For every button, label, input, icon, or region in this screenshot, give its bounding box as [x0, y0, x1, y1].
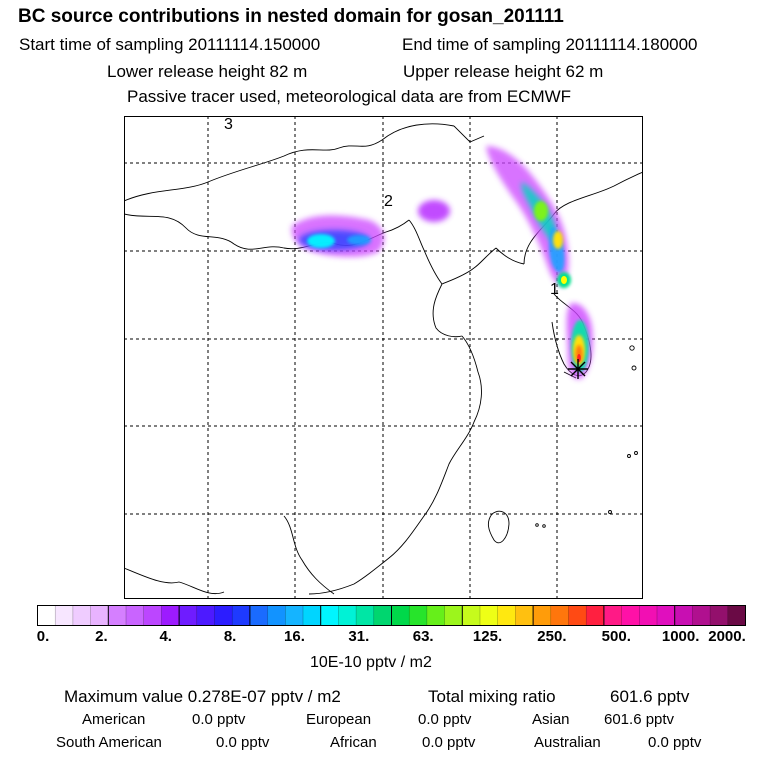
- color-scale-cell: [692, 605, 711, 626]
- color-scale-cell: [657, 605, 676, 626]
- color-scale-cell: [214, 605, 233, 626]
- islands: [487, 345, 638, 544]
- color-scale-cell: [674, 605, 693, 626]
- color-scale-cell: [161, 605, 180, 626]
- receptor-star-icon: [568, 359, 588, 379]
- color-scale-cell: [55, 605, 74, 626]
- color-scale-tick-label: 4.: [159, 628, 172, 645]
- map-panel: 3 2 1: [124, 116, 643, 599]
- color-scale-cell: [338, 605, 357, 626]
- color-scale-cell: [409, 605, 428, 626]
- color-scale-tick-label: 125.: [472, 628, 503, 645]
- color-scale-cell: [90, 605, 109, 626]
- lower-release-height: Lower release height 82 m: [107, 62, 308, 81]
- map-frame: [124, 116, 643, 599]
- color-scale-cell: [391, 605, 410, 626]
- color-scale-cell: [72, 605, 91, 626]
- source-european-name: European: [306, 711, 372, 728]
- total-mixing-ratio-value: 601.6 pptv: [610, 687, 690, 706]
- source-asian-value: 601.6 pptv: [604, 711, 675, 728]
- color-scale-cell: [303, 605, 322, 626]
- color-scale-cell: [727, 605, 746, 626]
- color-scale-tick-label: 8.: [223, 628, 237, 645]
- color-scale-cell: [550, 605, 569, 626]
- color-scale-cell: [108, 605, 127, 626]
- region-label-2: 2: [384, 193, 393, 210]
- source-australian-value: 0.0 pptv: [648, 734, 702, 751]
- color-scale-cell: [710, 605, 729, 626]
- tracer-note: Passive tracer used, meteorological data…: [127, 87, 572, 106]
- color-scale-tick-label: 63.: [412, 628, 434, 645]
- color-scale-cell: [639, 605, 658, 626]
- color-scale-cell: [497, 605, 516, 626]
- source-african-value: 0.0 pptv: [422, 734, 476, 751]
- end-time-label: End time of sampling 20111114.180000: [402, 35, 698, 54]
- source-australian-name: Australian: [534, 734, 601, 751]
- color-scale-cell: [480, 605, 499, 626]
- region-label-1: 1: [550, 281, 559, 298]
- source-south-american-name: South American: [56, 734, 162, 751]
- color-scale-cell: [568, 605, 587, 626]
- source-african-name: African: [330, 734, 377, 751]
- plume-center: [418, 200, 450, 222]
- plume-northeast: [486, 146, 571, 288]
- source-american-name: American: [82, 711, 146, 728]
- plume-korea: [566, 303, 593, 379]
- source-asian-name: Asian: [532, 711, 570, 728]
- color-scale-bar: [37, 605, 746, 626]
- color-scale-cell: [196, 605, 215, 626]
- color-scale-cell: [356, 605, 375, 626]
- color-scale-cell: [232, 605, 251, 626]
- color-scale-cell: [515, 605, 534, 626]
- source-european-value: 0.0 pptv: [418, 711, 472, 728]
- color-scale-cell: [249, 605, 268, 626]
- color-scale-cell: [285, 605, 304, 626]
- color-scale-tick-label: 2.: [95, 628, 108, 645]
- color-scale-cell: [586, 605, 605, 626]
- color-scale-tick-label: 0.: [36, 628, 50, 645]
- color-scale-cell: [444, 605, 463, 626]
- color-scale-tick-label: 250.: [537, 628, 567, 645]
- color-scale-cell: [373, 605, 392, 626]
- color-scale-cell: [37, 605, 56, 626]
- color-scale-cell: [603, 605, 622, 626]
- total-mixing-ratio-label: Total mixing ratio: [428, 687, 556, 706]
- color-scale-tick-label: 16.: [284, 628, 305, 645]
- color-scale-tick-label: 2000.: [708, 628, 746, 645]
- color-scale-cell: [179, 605, 198, 626]
- color-scale-cell: [267, 605, 286, 626]
- map-title: BC source contributions in nested domain…: [18, 6, 564, 27]
- color-scale-tick-label: 1000.: [661, 628, 700, 645]
- start-time-label: Start time of sampling 20111114.150000: [19, 35, 321, 54]
- color-scale-unit: 10E-10 pptv / m2: [310, 654, 432, 671]
- region-label-3: 3: [224, 116, 233, 133]
- plume-west: [291, 215, 385, 257]
- color-scale-tick-label: 31.: [348, 628, 370, 645]
- color-scale-cell: [143, 605, 162, 626]
- upper-release-height: Upper release height 62 m: [403, 62, 604, 81]
- color-scale-cell: [533, 605, 552, 626]
- color-scale-cell: [462, 605, 481, 626]
- color-scale-cell: [320, 605, 339, 626]
- source-south-american-value: 0.0 pptv: [216, 734, 270, 751]
- color-scale-cell: [426, 605, 445, 626]
- color-scale-cell: [621, 605, 640, 626]
- maximum-value-label: Maximum value 0.278E-07 pptv / m2: [64, 687, 341, 706]
- color-scale-tick-label: 500.: [601, 628, 631, 645]
- color-scale-cell: [126, 605, 145, 626]
- coastlines: [124, 123, 643, 595]
- source-american-value: 0.0 pptv: [192, 711, 246, 728]
